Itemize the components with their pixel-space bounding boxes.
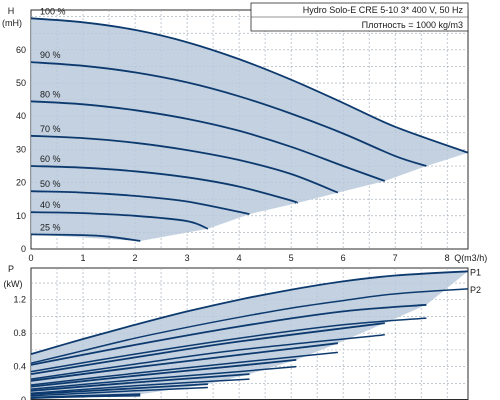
head-y-tick-label: 10	[16, 211, 26, 221]
head-curve-50pct	[30, 190, 250, 215]
power-y-tick-label: 0.4	[13, 362, 26, 372]
head-x-tick-label: 8	[445, 253, 450, 263]
power-curve-label-p2: P2	[470, 285, 481, 295]
head-curve-70pct	[30, 134, 339, 194]
head-x-tick-label: 7	[393, 253, 398, 263]
head-x-tick-label: 2	[133, 253, 138, 263]
power-y-tick-label: 0.8	[13, 328, 26, 338]
power-p2-curve	[30, 317, 427, 373]
head-curve-label: 100 %	[40, 6, 66, 16]
head-curve-60pct	[30, 165, 298, 204]
head-x-axis-title: Q(m3/h)	[454, 253, 487, 263]
power-p1-curve	[30, 383, 208, 396]
head-y-tick-label: 50	[16, 78, 26, 88]
head-curve-label: 90 %	[40, 50, 61, 60]
head-x-tick-label: 1	[81, 253, 86, 263]
power-y-tick-label: 0	[21, 395, 26, 400]
head-curve-label: 80 %	[40, 89, 61, 99]
info-line-model: Hydro Solo-E CRE 5-10 3* 400 V, 50 Hz	[303, 5, 464, 15]
head-x-tick-label: 6	[341, 253, 346, 263]
head-curve-100pct	[30, 17, 469, 154]
power-p1-curve	[30, 322, 385, 375]
power-p2-curve	[30, 365, 297, 390]
power-curve-label-p1: P1	[470, 267, 481, 277]
power-p2-curve	[30, 351, 338, 386]
head-y-tick-label: 20	[16, 178, 26, 188]
power-p2-curve	[30, 334, 385, 380]
head-y-tick-label: 0	[21, 244, 26, 254]
power-chart-panel: P1 P2 0 0.4 0.8 1.2 P (kW)	[4, 264, 481, 400]
head-curve-80pct	[30, 100, 386, 182]
power-p2-curve	[30, 378, 250, 395]
head-curve-90pct	[30, 61, 427, 167]
head-y-axis-unit: (mH)	[2, 18, 22, 28]
head-x-tick-label: 4	[237, 253, 242, 263]
power-p1-curve	[30, 359, 297, 388]
head-curve-25pct	[30, 233, 141, 242]
info-line-density: Плотность = 1000 kg/m3	[362, 20, 463, 30]
power-p2-curve	[30, 395, 141, 400]
head-y-tick-label: 30	[16, 144, 26, 154]
power-y-axis-title: P	[8, 264, 14, 274]
head-curve-label: 40 %	[40, 200, 61, 210]
power-y-axis-unit: (kW)	[4, 279, 23, 289]
head-curve-40pct	[30, 211, 209, 230]
power-p1-curve	[30, 270, 469, 355]
head-y-axis-title: H	[8, 6, 15, 16]
power-p1-curve	[30, 342, 339, 382]
head-curve-label: 70 %	[40, 124, 61, 134]
head-chart-panel: 100 % 90 % 80 % 70 % 60 % 50 % 40 % 25 % 0 1 2 3 4 5 6…	[2, 2, 487, 263]
head-y-tick-label: 60	[16, 45, 26, 55]
head-curve-label: 60 %	[40, 154, 61, 164]
head-x-tick-label: 5	[289, 253, 294, 263]
power-p1-curve	[30, 373, 250, 392]
power-p2-curve	[30, 288, 469, 364]
head-curve-label: 25 %	[40, 222, 61, 232]
power-p2-curve	[30, 386, 208, 397]
head-curve-label: 50 %	[40, 179, 61, 189]
power-p1-curve	[30, 393, 141, 399]
head-x-tick-label: 0	[28, 253, 33, 263]
head-x-tick-label: 3	[185, 253, 190, 263]
power-y-tick-label: 1.2	[13, 295, 26, 305]
head-y-tick-label: 40	[16, 111, 26, 121]
power-p1-curve	[30, 303, 427, 366]
